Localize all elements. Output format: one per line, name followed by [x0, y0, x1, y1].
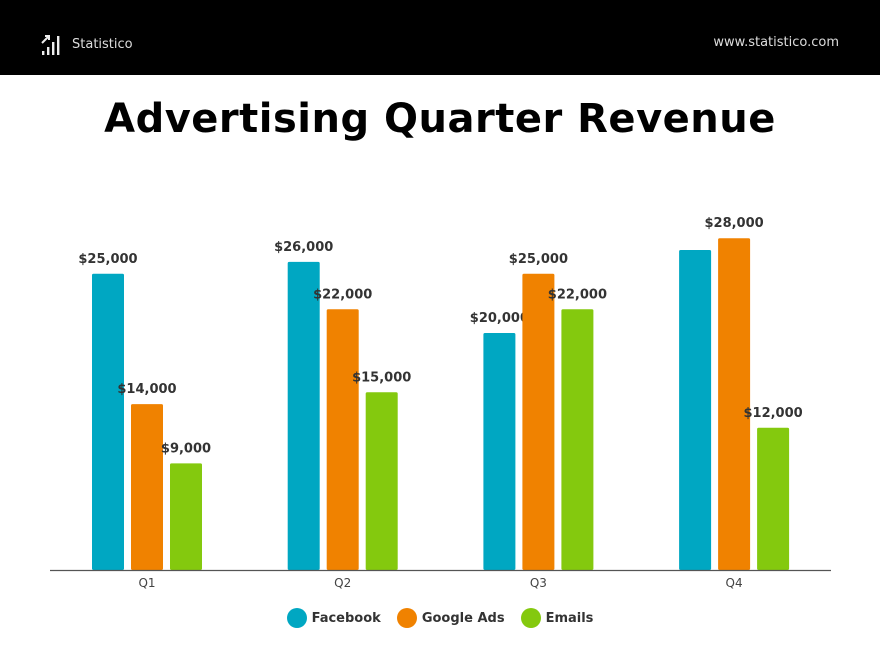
bar-facebook	[679, 250, 712, 571]
data-label: $15,000	[352, 370, 411, 385]
x-tick-label: Q2	[334, 576, 351, 590]
bar-google-ads	[326, 309, 359, 570]
data-label: $28,000	[704, 216, 763, 231]
data-label: $9,000	[161, 441, 211, 456]
legend-item-google-ads: Google Ads	[396, 608, 505, 628]
x-tick-label: Q3	[530, 576, 547, 590]
legend-item-emails: Emails	[520, 608, 594, 628]
legend-swatch	[520, 608, 541, 628]
data-label: $12,000	[743, 406, 802, 421]
data-label: $25,000	[509, 252, 568, 267]
legend-swatch	[286, 608, 307, 628]
website-link[interactable]: www.statistico.com	[713, 35, 839, 50]
bar-google-ads	[718, 238, 751, 570]
legend-label: Facebook	[311, 610, 381, 626]
data-label: $14,000	[117, 382, 176, 397]
data-label: $22,000	[548, 287, 607, 302]
chart-growth-icon	[41, 35, 60, 55]
x-tick-label: Q4	[726, 576, 743, 590]
data-label: $22,000	[313, 287, 372, 302]
x-tick-label: Q1	[138, 576, 155, 590]
bar-google-ads	[131, 404, 163, 570]
header-bar: Statistico www.statistico.com	[0, 0, 880, 75]
bar-emails	[365, 392, 398, 570]
bar-google-ads	[522, 273, 555, 570]
bar-emails	[757, 427, 790, 570]
bar-facebook	[287, 261, 320, 570]
data-label: $20,000	[470, 311, 529, 326]
data-label: $26,000	[274, 240, 333, 255]
legend: Facebook Google Ads Emails	[0, 608, 880, 628]
bar-facebook	[92, 273, 124, 570]
legend-swatch	[396, 608, 417, 628]
legend-label: Google Ads	[421, 610, 505, 626]
brand-name: Statistico	[72, 36, 133, 52]
brand[interactable]: Statistico	[40, 32, 133, 56]
legend-label: Emails	[545, 610, 594, 626]
bar-emails	[170, 463, 202, 570]
legend-item-facebook: Facebook	[286, 608, 381, 628]
chart-title: Advertising Quarter Revenue	[104, 96, 776, 142]
bar-emails	[561, 309, 594, 570]
bar-facebook	[483, 333, 516, 570]
data-label: $25,000	[78, 252, 137, 267]
